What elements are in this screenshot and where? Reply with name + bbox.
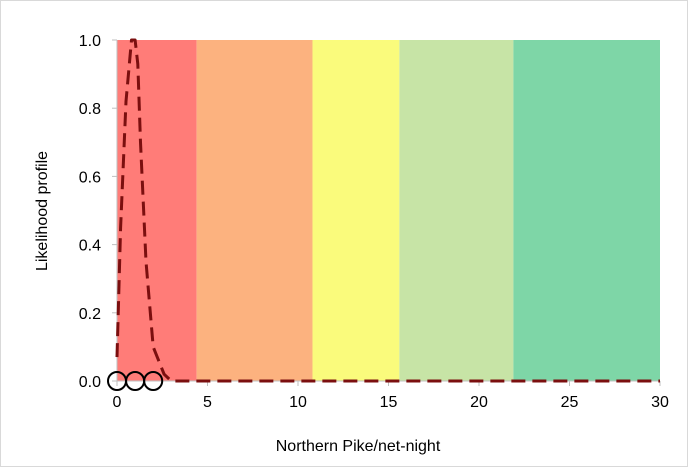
series-line-1	[115, 38, 660, 383]
points-layer	[107, 371, 164, 391]
y-axis-title: Likelihood profile	[34, 151, 51, 271]
band-5	[513, 40, 660, 381]
x-axis-title: Northern Pike/net-night	[276, 438, 441, 455]
x-tick-label: 5	[203, 394, 212, 411]
background-bands	[117, 40, 660, 381]
x-tick-label: 25	[561, 394, 579, 411]
y-tick-label: 1.0	[79, 33, 101, 50]
band-4	[399, 40, 514, 381]
tick-labels: 0 5 10 15 20 25 30 0.0 0.2 0.4 0.6 0.8 1.0	[79, 33, 669, 411]
y-tick-label: 0.4	[79, 238, 101, 255]
observation-point	[143, 371, 164, 391]
x-tick-label: 10	[289, 394, 307, 411]
band-3	[312, 40, 400, 381]
x-tick-label: 0	[113, 394, 122, 411]
y-tick-label: 0.8	[79, 101, 101, 118]
x-tick-label: 20	[470, 394, 488, 411]
y-tick-label: 0.6	[79, 169, 101, 186]
y-tick-label: 0.2	[79, 306, 101, 323]
y-tick-label: 0.0	[79, 374, 101, 391]
band-1	[117, 40, 197, 381]
series-layer	[115, 38, 660, 383]
x-tick-label: 15	[380, 394, 398, 411]
x-tick-label: 30	[651, 394, 669, 411]
band-2	[196, 40, 313, 381]
